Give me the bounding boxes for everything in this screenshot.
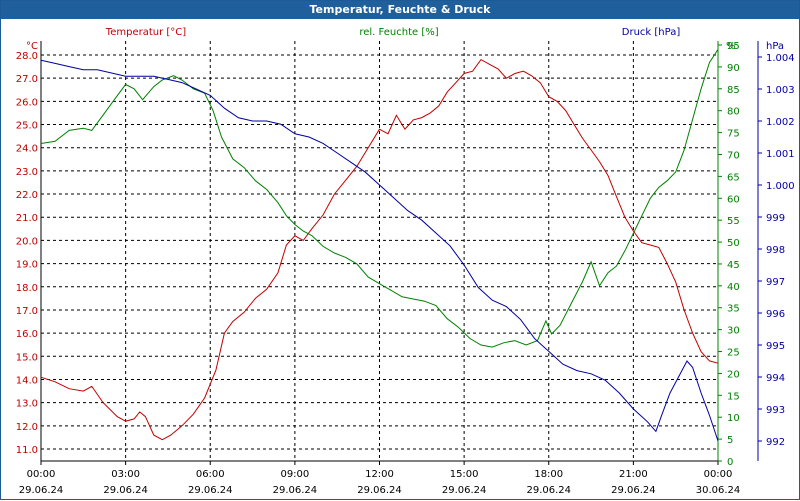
humidity-tick-label: 65 bbox=[727, 172, 740, 183]
pressure-tick-label: 992 bbox=[766, 437, 785, 448]
temperature-tick-label: 13.0 bbox=[16, 399, 38, 410]
temperature-tick-label: 23.0 bbox=[16, 167, 38, 178]
x-tick-date: 29.06.24 bbox=[19, 485, 64, 496]
humidity-tick-label: 35 bbox=[727, 304, 740, 315]
humidity-tick-label: 45 bbox=[727, 260, 740, 271]
x-tick-date: 29.06.24 bbox=[526, 485, 571, 496]
x-tick-date: 29.06.24 bbox=[357, 485, 402, 496]
pressure-tick-label: 1.002 bbox=[766, 117, 795, 128]
temperature-tick-label: 20.0 bbox=[16, 236, 38, 247]
pressure-tick-label: 993 bbox=[766, 405, 785, 416]
x-tick-time: 00:00 bbox=[704, 469, 733, 480]
humidity-axis-title: rel. Feuchte [%] bbox=[359, 27, 438, 38]
pressure-tick-label: 997 bbox=[766, 277, 785, 288]
humidity-tick-label: 85 bbox=[727, 85, 740, 96]
temperature-line bbox=[40, 58, 719, 441]
humidity-tick-label: 60 bbox=[727, 194, 740, 205]
x-tick-time: 15:00 bbox=[450, 469, 479, 480]
temperature-tick-label: 22.0 bbox=[16, 190, 38, 201]
humidity-unit: % bbox=[726, 41, 736, 52]
grid-lines bbox=[40, 41, 759, 462]
pressure-tick-label: 1.001 bbox=[766, 149, 795, 160]
pressure-tick-label: 998 bbox=[766, 245, 785, 256]
humidity-tick-label: 40 bbox=[727, 282, 740, 293]
x-tick-date: 29.06.24 bbox=[103, 485, 148, 496]
temperature-unit: °C bbox=[26, 41, 38, 52]
x-tick-date: 29.06.24 bbox=[611, 485, 656, 496]
humidity-tick-label: 75 bbox=[727, 129, 740, 140]
humidity-tick-label: 80 bbox=[727, 107, 740, 118]
temperature-tick-label: 11.0 bbox=[16, 445, 38, 456]
temperature-tick-label: 24.0 bbox=[16, 144, 38, 155]
temperature-axis-title: Temperatur [°C] bbox=[105, 27, 186, 38]
humidity-tick-label: 15 bbox=[727, 391, 740, 402]
chart-title: Temperatur, Feuchte & Druck bbox=[1, 1, 799, 19]
x-tick-time: 21:00 bbox=[619, 469, 648, 480]
humidity-tick-label: 5 bbox=[727, 435, 733, 446]
x-tick-date: 29.06.24 bbox=[188, 485, 233, 496]
temperature-tick-label: 27.0 bbox=[16, 74, 38, 85]
pressure-line bbox=[40, 59, 719, 442]
humidity-tick-label: 90 bbox=[727, 63, 740, 74]
temperature-tick-label: 12.0 bbox=[16, 422, 38, 433]
pressure-tick-label: 1.003 bbox=[766, 85, 795, 96]
humidity-axis: % 0 5 10 15 20 25 30 35 40 45 50 55 60 65 70 75 80 85 90 95 bbox=[718, 41, 740, 468]
humidity-tick-label: 95 bbox=[727, 41, 740, 52]
x-tick-date: 30.06.24 bbox=[696, 485, 741, 496]
temperature-tick-label: 16.0 bbox=[16, 329, 38, 340]
x-tick-time: 00:00 bbox=[27, 469, 56, 480]
humidity-tick-label: 10 bbox=[727, 413, 740, 424]
humidity-tick-label: 30 bbox=[727, 326, 740, 337]
temperature-tick-label: 26.0 bbox=[16, 97, 38, 108]
temperature-tick-label: 21.0 bbox=[16, 213, 38, 224]
x-tick-time: 09:00 bbox=[280, 469, 309, 480]
pressure-tick-label: 999 bbox=[766, 213, 785, 224]
pressure-unit: hPa bbox=[766, 41, 784, 52]
x-tick-date: 29.06.24 bbox=[442, 485, 487, 496]
temperature-tick-label: 18.0 bbox=[16, 283, 38, 294]
temperature-tick-label: 19.0 bbox=[16, 260, 38, 271]
pressure-tick-label: 996 bbox=[766, 309, 785, 320]
humidity-tick-label: 50 bbox=[727, 238, 740, 249]
x-tick-time: 12:00 bbox=[365, 469, 394, 480]
temperature-axis: °C 11.0 12.0 13.0 14.0 15.0 16.0 17.0 18.0 19.0 20… bbox=[16, 41, 38, 456]
temperature-tick-label: 14.0 bbox=[16, 375, 38, 386]
x-axis: 00:00 29.06.24 03:00 29.06.24 06:00 29.06.24 0… bbox=[19, 461, 741, 496]
humidity-tick-label: 20 bbox=[727, 369, 740, 380]
x-tick-time: 06:00 bbox=[196, 469, 225, 480]
x-tick-time: 18:00 bbox=[534, 469, 563, 480]
humidity-tick-label: 0 bbox=[727, 457, 733, 468]
pressure-axis: hPa 992 993 994 995 996 997 998 999 1.000 1.001 1.0… bbox=[758, 41, 795, 448]
pressure-axis-title: Druck [hPa] bbox=[622, 27, 681, 38]
series-lines bbox=[40, 49, 719, 442]
temperature-tick-label: 15.0 bbox=[16, 352, 38, 363]
temperature-tick-label: 28.0 bbox=[16, 51, 38, 62]
humidity-tick-label: 70 bbox=[727, 150, 740, 161]
x-tick-date: 29.06.24 bbox=[273, 485, 318, 496]
humidity-tick-label: 25 bbox=[727, 348, 740, 359]
pressure-tick-label: 994 bbox=[766, 373, 785, 384]
x-tick-time: 03:00 bbox=[111, 469, 140, 480]
temperature-tick-label: 25.0 bbox=[16, 121, 38, 132]
axis-headers: Temperatur [°C] rel. Feuchte [%] Druck [hP… bbox=[105, 27, 681, 38]
humidity-line bbox=[40, 49, 719, 348]
temperature-tick-label: 17.0 bbox=[16, 306, 38, 317]
pressure-tick-label: 1.004 bbox=[766, 53, 795, 64]
pressure-tick-label: 1.000 bbox=[766, 181, 795, 192]
pressure-tick-label: 995 bbox=[766, 341, 785, 352]
humidity-tick-label: 55 bbox=[727, 216, 740, 227]
